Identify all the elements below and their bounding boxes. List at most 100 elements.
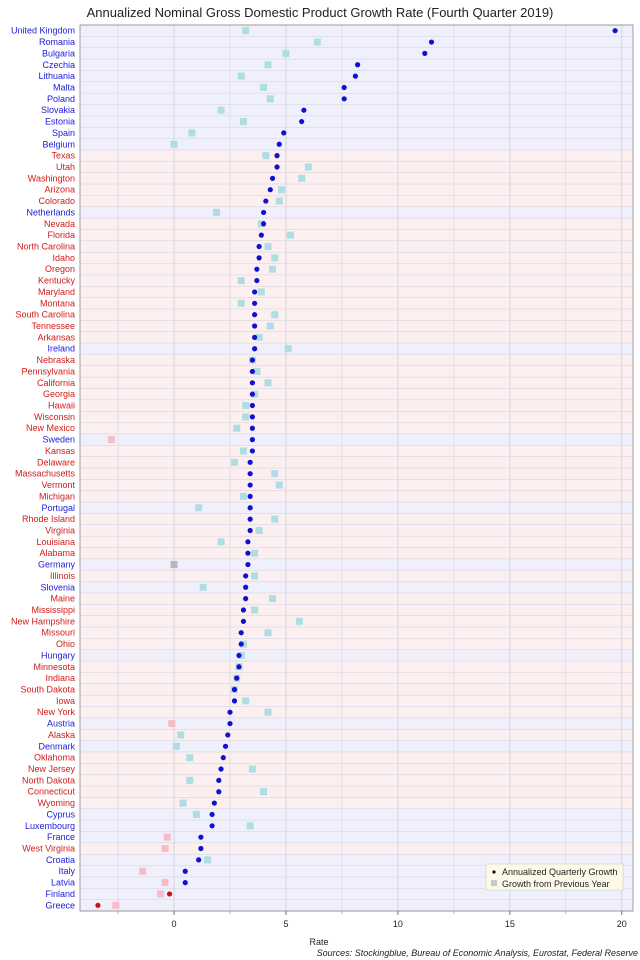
row-band xyxy=(80,729,633,741)
quarterly-point xyxy=(249,357,255,363)
row-band xyxy=(80,25,633,37)
yoy-square xyxy=(192,810,200,818)
quarterly-point xyxy=(260,209,267,216)
quarterly-point xyxy=(269,175,276,181)
yoy-square xyxy=(107,436,115,444)
plot-frame xyxy=(79,24,634,912)
yoy-square xyxy=(233,424,241,432)
row-label: Utah xyxy=(56,162,75,172)
quarterly-point xyxy=(249,391,255,397)
row-label: Delaware xyxy=(37,457,75,467)
yoy-square xyxy=(275,481,283,489)
legend-quarterly: Annualized Quarterly Growth xyxy=(502,867,618,877)
chart-title: Annualized Nominal Gross Domestic Produc… xyxy=(87,5,554,20)
yoy-square xyxy=(139,867,147,875)
quarterly-point xyxy=(247,516,253,522)
quarterly-point xyxy=(234,675,240,681)
quarterly-point xyxy=(252,334,258,340)
yoy-square xyxy=(170,140,178,148)
row-label: Wisconsin xyxy=(34,412,75,422)
row-label: Arizona xyxy=(44,185,75,195)
row-band xyxy=(80,104,633,116)
yoy-series xyxy=(107,27,321,909)
row-label: Minnesota xyxy=(33,662,75,672)
row-band xyxy=(80,786,633,798)
row-label: Portugal xyxy=(41,503,75,513)
row-band xyxy=(80,286,633,298)
yoy-square xyxy=(251,549,259,557)
quarterly-point xyxy=(260,221,267,227)
row-band xyxy=(80,717,633,730)
yoy-square xyxy=(266,322,274,330)
quarterly-point xyxy=(249,414,255,420)
row-label: France xyxy=(47,832,75,842)
quarterly-point xyxy=(198,834,204,840)
row-band xyxy=(80,184,633,196)
quarterly-point xyxy=(252,323,258,329)
quarterly-point xyxy=(428,39,435,45)
quarterly-point xyxy=(211,800,217,806)
quarterly-point xyxy=(209,823,215,829)
quarterly-point xyxy=(231,698,238,704)
quarterly-point xyxy=(240,607,247,613)
quarterly-point xyxy=(222,743,229,749)
row-band xyxy=(80,274,633,287)
x-tick-label: 15 xyxy=(505,919,515,929)
row-label: North Dakota xyxy=(22,775,75,785)
quarterly-point xyxy=(249,425,255,431)
row-band xyxy=(80,377,633,389)
row-band xyxy=(80,842,633,855)
quarterly-point xyxy=(352,73,358,79)
quarterly-series xyxy=(95,28,618,908)
quarterly-point xyxy=(249,402,255,409)
quarterly-point xyxy=(252,312,258,318)
row-label: Michigan xyxy=(39,491,75,501)
quarterly-point xyxy=(245,561,251,568)
quarterly-point xyxy=(247,505,253,511)
row-band xyxy=(80,127,633,139)
yoy-square xyxy=(286,231,294,239)
row-band xyxy=(80,456,633,468)
row-band xyxy=(80,36,633,48)
yoy-square xyxy=(242,402,250,410)
row-label: Alaska xyxy=(48,730,75,740)
row-band xyxy=(80,820,633,832)
yoy-square xyxy=(170,561,178,569)
yoy-square xyxy=(239,118,247,126)
quarterly-point xyxy=(249,380,255,386)
row-band xyxy=(80,468,633,480)
row-band xyxy=(80,604,633,616)
yoy-square xyxy=(277,186,285,194)
yoy-square xyxy=(260,788,268,796)
yoy-square xyxy=(242,697,250,705)
yoy-square xyxy=(204,856,212,864)
quarterly-point xyxy=(247,471,253,477)
row-label: Romania xyxy=(39,37,75,47)
yoy-square xyxy=(253,367,261,375)
quarterly-point xyxy=(216,777,222,783)
row-label: Cyprus xyxy=(46,809,75,819)
row-band xyxy=(80,661,633,673)
yoy-square xyxy=(298,174,306,182)
yoy-square xyxy=(269,265,277,273)
quarterly-point xyxy=(254,277,260,284)
row-label: Latvia xyxy=(51,878,75,888)
row-label: Hawaii xyxy=(48,401,75,411)
yoy-square xyxy=(284,345,292,353)
row-band xyxy=(80,343,633,355)
row-band xyxy=(80,388,633,400)
row-label: New York xyxy=(37,707,76,717)
row-label: Lithuania xyxy=(38,71,75,81)
quarterly-point xyxy=(245,550,251,556)
row-band xyxy=(80,320,633,332)
yoy-square xyxy=(177,731,185,739)
yoy-square xyxy=(269,595,277,603)
row-label: Bulgaria xyxy=(42,48,75,58)
quarterly-point xyxy=(263,198,269,204)
row-band xyxy=(80,502,633,514)
row-band xyxy=(80,331,633,344)
quarterly-point xyxy=(196,857,202,863)
row-label: South Carolina xyxy=(15,310,75,320)
row-band xyxy=(80,638,633,650)
